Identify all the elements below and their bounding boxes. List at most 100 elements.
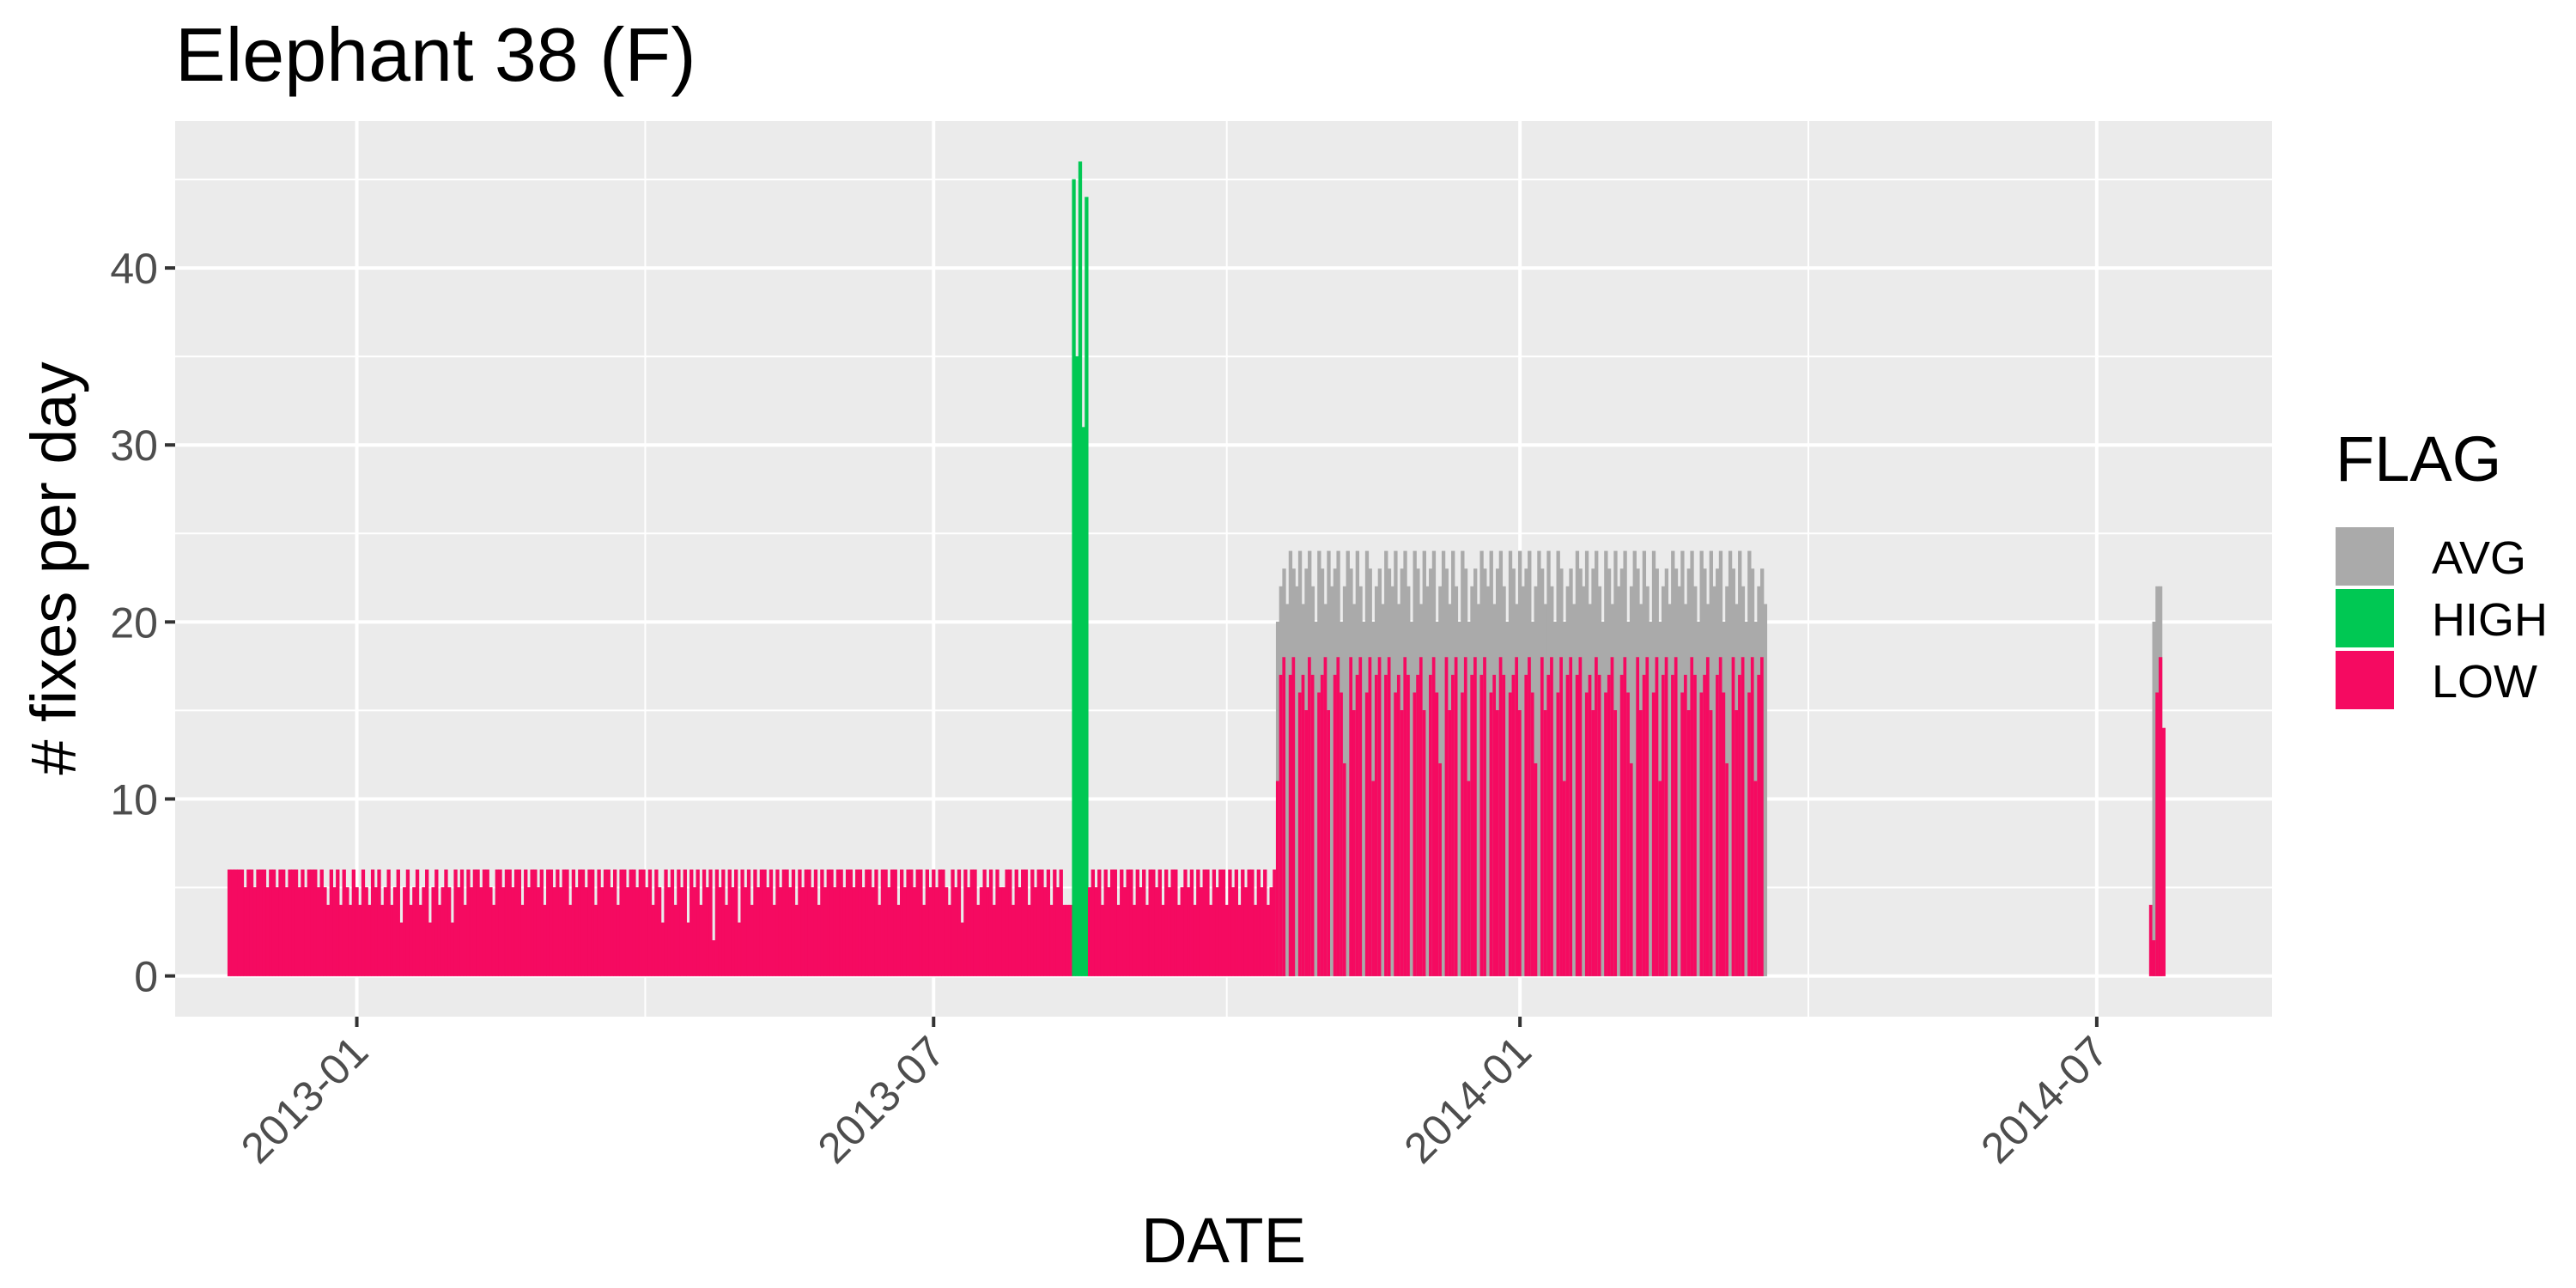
bar-low	[1122, 887, 1127, 976]
bar-low	[1645, 657, 1649, 976]
bar-low	[348, 904, 353, 976]
bar-low	[934, 887, 939, 976]
bar-low	[1451, 674, 1455, 976]
bar-low	[890, 869, 895, 976]
bar-low	[392, 887, 398, 976]
bar-low	[692, 887, 697, 976]
bar-low	[463, 904, 467, 976]
bar-low	[603, 869, 608, 976]
bar-low	[1722, 692, 1726, 976]
bar-low	[288, 869, 292, 976]
bar-low	[1323, 657, 1327, 976]
bar-low	[543, 904, 547, 976]
bar-low	[769, 869, 774, 976]
bar-low	[835, 869, 841, 976]
bar-low	[1703, 674, 1707, 976]
bar-low	[457, 887, 461, 976]
bar-low	[507, 869, 512, 976]
bar-avg	[1362, 622, 1366, 976]
bar-low	[323, 887, 327, 976]
bar-low	[1400, 710, 1404, 976]
y-tick-label: 20	[110, 598, 158, 647]
bar-avg	[1390, 586, 1394, 976]
bar-low	[1716, 674, 1720, 976]
bar-low	[1053, 869, 1057, 976]
bar-low	[788, 887, 793, 976]
bar-low	[874, 869, 878, 976]
bar-low	[284, 887, 289, 976]
bar-low	[1008, 869, 1012, 976]
chart-title: Elephant 38 (F)	[175, 12, 696, 97]
bar-low	[1247, 869, 1251, 976]
bar-low	[610, 887, 614, 976]
bar-low	[1461, 692, 1465, 976]
bar-low	[1671, 674, 1675, 976]
bar-low	[469, 887, 474, 976]
bar-low	[734, 869, 738, 976]
bar-low	[1049, 904, 1054, 976]
bar-low	[826, 869, 830, 976]
bar-low	[925, 869, 930, 976]
bar-avg	[1381, 604, 1385, 976]
bar-low	[364, 887, 368, 976]
bar-low	[1297, 692, 1303, 976]
bar-avg	[1314, 622, 1318, 976]
bar-low	[932, 869, 936, 976]
bar-low	[265, 887, 270, 976]
bar-low	[670, 869, 675, 976]
bar-low	[383, 887, 388, 976]
bar-low	[845, 869, 850, 976]
bar-low	[1629, 762, 1634, 976]
bar-avg	[1457, 622, 1461, 976]
bar-avg	[1617, 586, 1621, 976]
bar-low	[744, 887, 748, 976]
bar-low	[380, 904, 385, 976]
bar-low	[1021, 869, 1025, 976]
bar-low	[645, 887, 649, 976]
bar-avg	[1330, 586, 1334, 976]
bar-low	[1597, 674, 1602, 976]
bar-low	[1273, 869, 1277, 976]
bar-low	[1575, 674, 1580, 976]
bar-low	[1496, 710, 1500, 976]
bar-low	[1517, 710, 1522, 976]
bar-low	[1157, 869, 1162, 976]
bar-low	[660, 922, 665, 976]
legend-item-high: HIGH	[2336, 589, 2548, 647]
bar-low	[900, 869, 904, 976]
bar-low	[686, 922, 690, 976]
bar-low	[1610, 657, 1614, 976]
bar-low	[947, 904, 951, 976]
bar-low	[1135, 869, 1139, 976]
bar-low	[966, 887, 971, 976]
bar-low	[871, 887, 875, 976]
bar-low	[361, 869, 366, 976]
bar-low	[1027, 904, 1031, 976]
bar-low	[1043, 887, 1048, 976]
x-tick-label: 2014-01	[1395, 1027, 1540, 1172]
bar-low	[405, 869, 410, 976]
bar-low	[568, 904, 573, 976]
bar-low	[1642, 674, 1647, 976]
bar-low	[1358, 657, 1363, 976]
bar-low	[1470, 674, 1474, 976]
bar-low	[1406, 674, 1411, 976]
bar-low	[1132, 904, 1137, 976]
bar-low	[501, 887, 506, 976]
x-axis-ticks: 2013-01 2013-07 2014-01 2014-07	[232, 1017, 2117, 1173]
bar-low	[677, 869, 681, 976]
bar-low	[1674, 657, 1679, 976]
bar-low	[944, 887, 949, 976]
bar-low	[919, 869, 923, 976]
bar-low	[1055, 887, 1060, 976]
bar-low	[1619, 674, 1625, 976]
bar-low	[584, 887, 588, 976]
bar-low	[1693, 674, 1698, 976]
bar-low	[533, 869, 538, 976]
bar-low	[1534, 762, 1538, 976]
bar-low	[1355, 674, 1360, 976]
bar-low	[313, 869, 318, 976]
bar-low	[798, 869, 802, 976]
bar-low	[976, 904, 981, 976]
